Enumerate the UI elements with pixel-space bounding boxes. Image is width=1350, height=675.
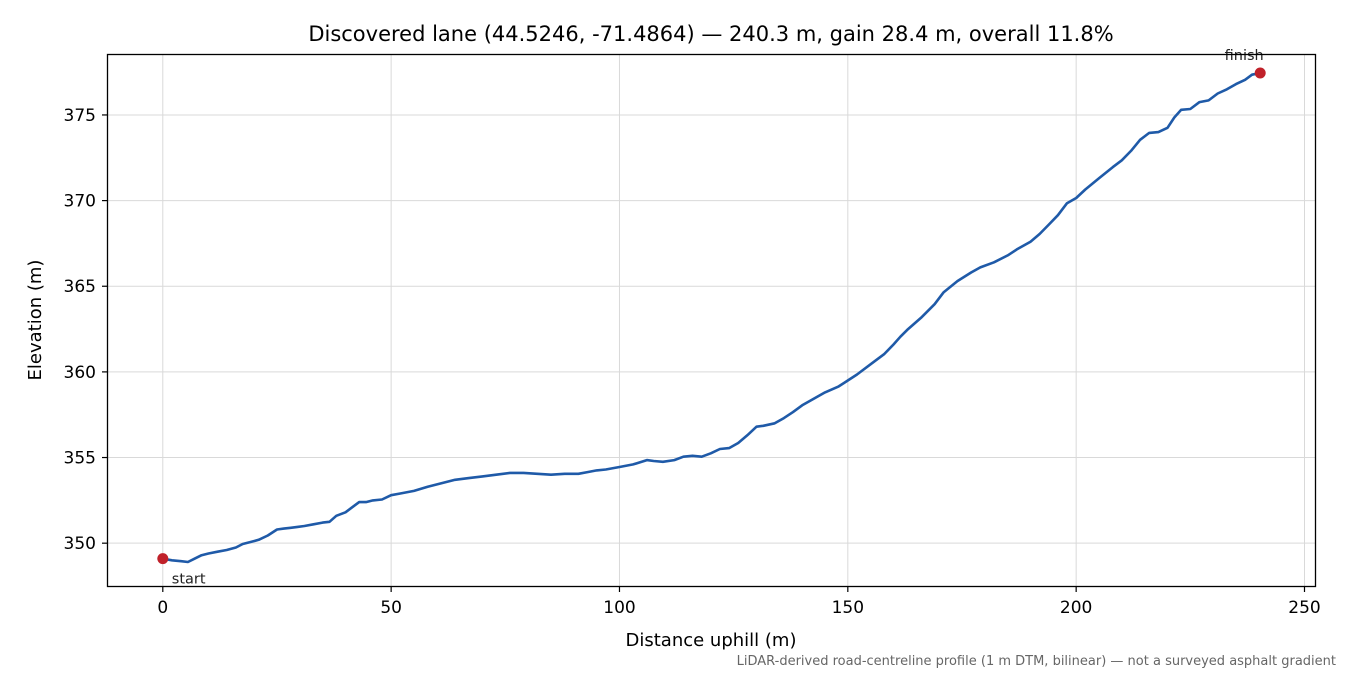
finish-label: finish [1225,48,1264,64]
x-tick-label: 250 [1288,598,1320,618]
footnote: LiDAR-derived road-centreline profile (1… [737,654,1336,669]
marker-layer: start finish [157,48,1266,588]
chart-title: Discovered lane (44.5246, -71.4864) — 24… [308,22,1113,46]
y-tick-label: 360 [64,363,96,383]
y-axis-label: Elevation (m) [25,260,46,381]
y-tick-label: 350 [64,534,96,554]
y-axis-ticks: 350 355 360 365 370 375 [64,106,108,554]
y-tick-label: 365 [64,277,96,297]
y-tick-label: 355 [64,449,96,469]
x-tick-label: 100 [603,598,635,618]
grid-lines [108,55,1315,586]
x-axis-ticks: 0 50 100 150 200 250 [157,586,1321,618]
x-tick-label: 0 [157,598,168,618]
start-label: start [172,572,206,588]
x-tick-label: 150 [832,598,864,618]
x-tick-label: 200 [1060,598,1092,618]
plot-frame [106,53,1317,588]
series-layer [161,71,1262,564]
y-tick-label: 375 [64,106,96,126]
elevation-profile-line [161,71,1262,564]
y-tick-label: 370 [64,192,96,212]
x-tick-label: 50 [380,598,402,618]
start-marker [157,553,169,565]
finish-marker [1254,67,1266,79]
x-axis-label: Distance uphill (m) [626,630,797,651]
